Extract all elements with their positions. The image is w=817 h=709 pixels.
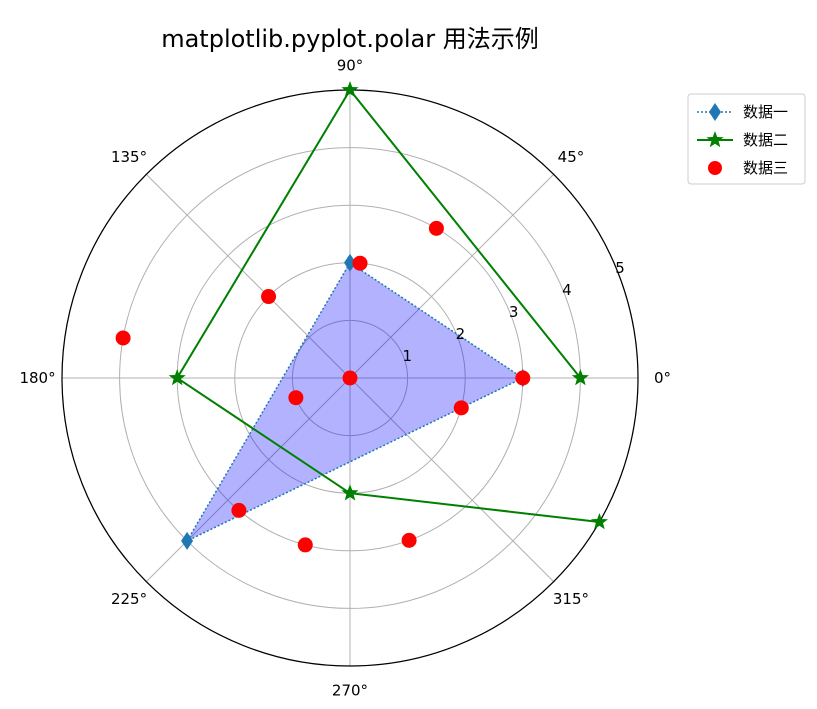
- series-3-marker: [115, 330, 131, 346]
- series-3-marker: [428, 220, 444, 236]
- theta-tick-label: 270°: [332, 681, 368, 699]
- chart-title: matplotlib.pyplot.polar 用法示例: [161, 25, 539, 53]
- theta-gridline: [145, 377, 351, 583]
- theta-tick-label: 135°: [111, 148, 147, 166]
- series-2-marker: [590, 513, 608, 530]
- legend-marker-series-1: [709, 103, 721, 121]
- r-tick-label: 5: [615, 259, 625, 277]
- theta-tick-label: 315°: [553, 590, 589, 608]
- series-1-marker: [344, 253, 356, 272]
- series-1-fill: [187, 262, 523, 541]
- series-3-marker: [261, 289, 277, 305]
- theta-tick-label: 225°: [111, 590, 147, 608]
- theta-gridline: [349, 377, 555, 583]
- r-gridcircle: [291, 319, 409, 437]
- legend-marker-series-2: [706, 131, 724, 148]
- theta-tick-label: 45°: [558, 148, 585, 166]
- legend-marker-series-3: [708, 161, 722, 175]
- theta-gridline: [145, 173, 351, 379]
- series-fill-area: [187, 262, 523, 541]
- series-1-marker: [181, 531, 194, 550]
- series-3-marker: [342, 370, 358, 386]
- r-tick-label: 4: [562, 281, 572, 299]
- legend-label: 数据二: [743, 131, 788, 149]
- theta-tick-label: 180°: [19, 369, 55, 387]
- theta-tick-label: 0°: [654, 369, 671, 387]
- tick-labels: 0° 45° 90° 135° 180° 225° 270° 315° 1 2 3 4 5: [19, 57, 671, 700]
- series-2-marker: [341, 81, 359, 98]
- series-1-line: [185, 261, 524, 543]
- series-2-marker: [571, 369, 589, 386]
- series-markers: [115, 81, 608, 553]
- r-tick-label: 3: [509, 303, 519, 321]
- series-3-marker: [297, 537, 313, 553]
- series-2-marker: [168, 369, 186, 386]
- series-3-marker: [515, 370, 531, 386]
- legend-label: 数据一: [743, 103, 788, 121]
- series-3-marker: [288, 390, 304, 406]
- series-3-marker: [352, 255, 368, 271]
- series-3-marker: [453, 400, 469, 416]
- r-tick-label: 1: [402, 347, 412, 365]
- legend-label: 数据三: [743, 159, 788, 177]
- r-tick-label: 2: [456, 325, 466, 343]
- series-3-marker: [231, 502, 247, 518]
- theta-gridline: [349, 173, 555, 379]
- series-3-marker: [401, 532, 417, 548]
- theta-tick-label: 90°: [337, 57, 364, 75]
- series-2-marker: [341, 484, 359, 501]
